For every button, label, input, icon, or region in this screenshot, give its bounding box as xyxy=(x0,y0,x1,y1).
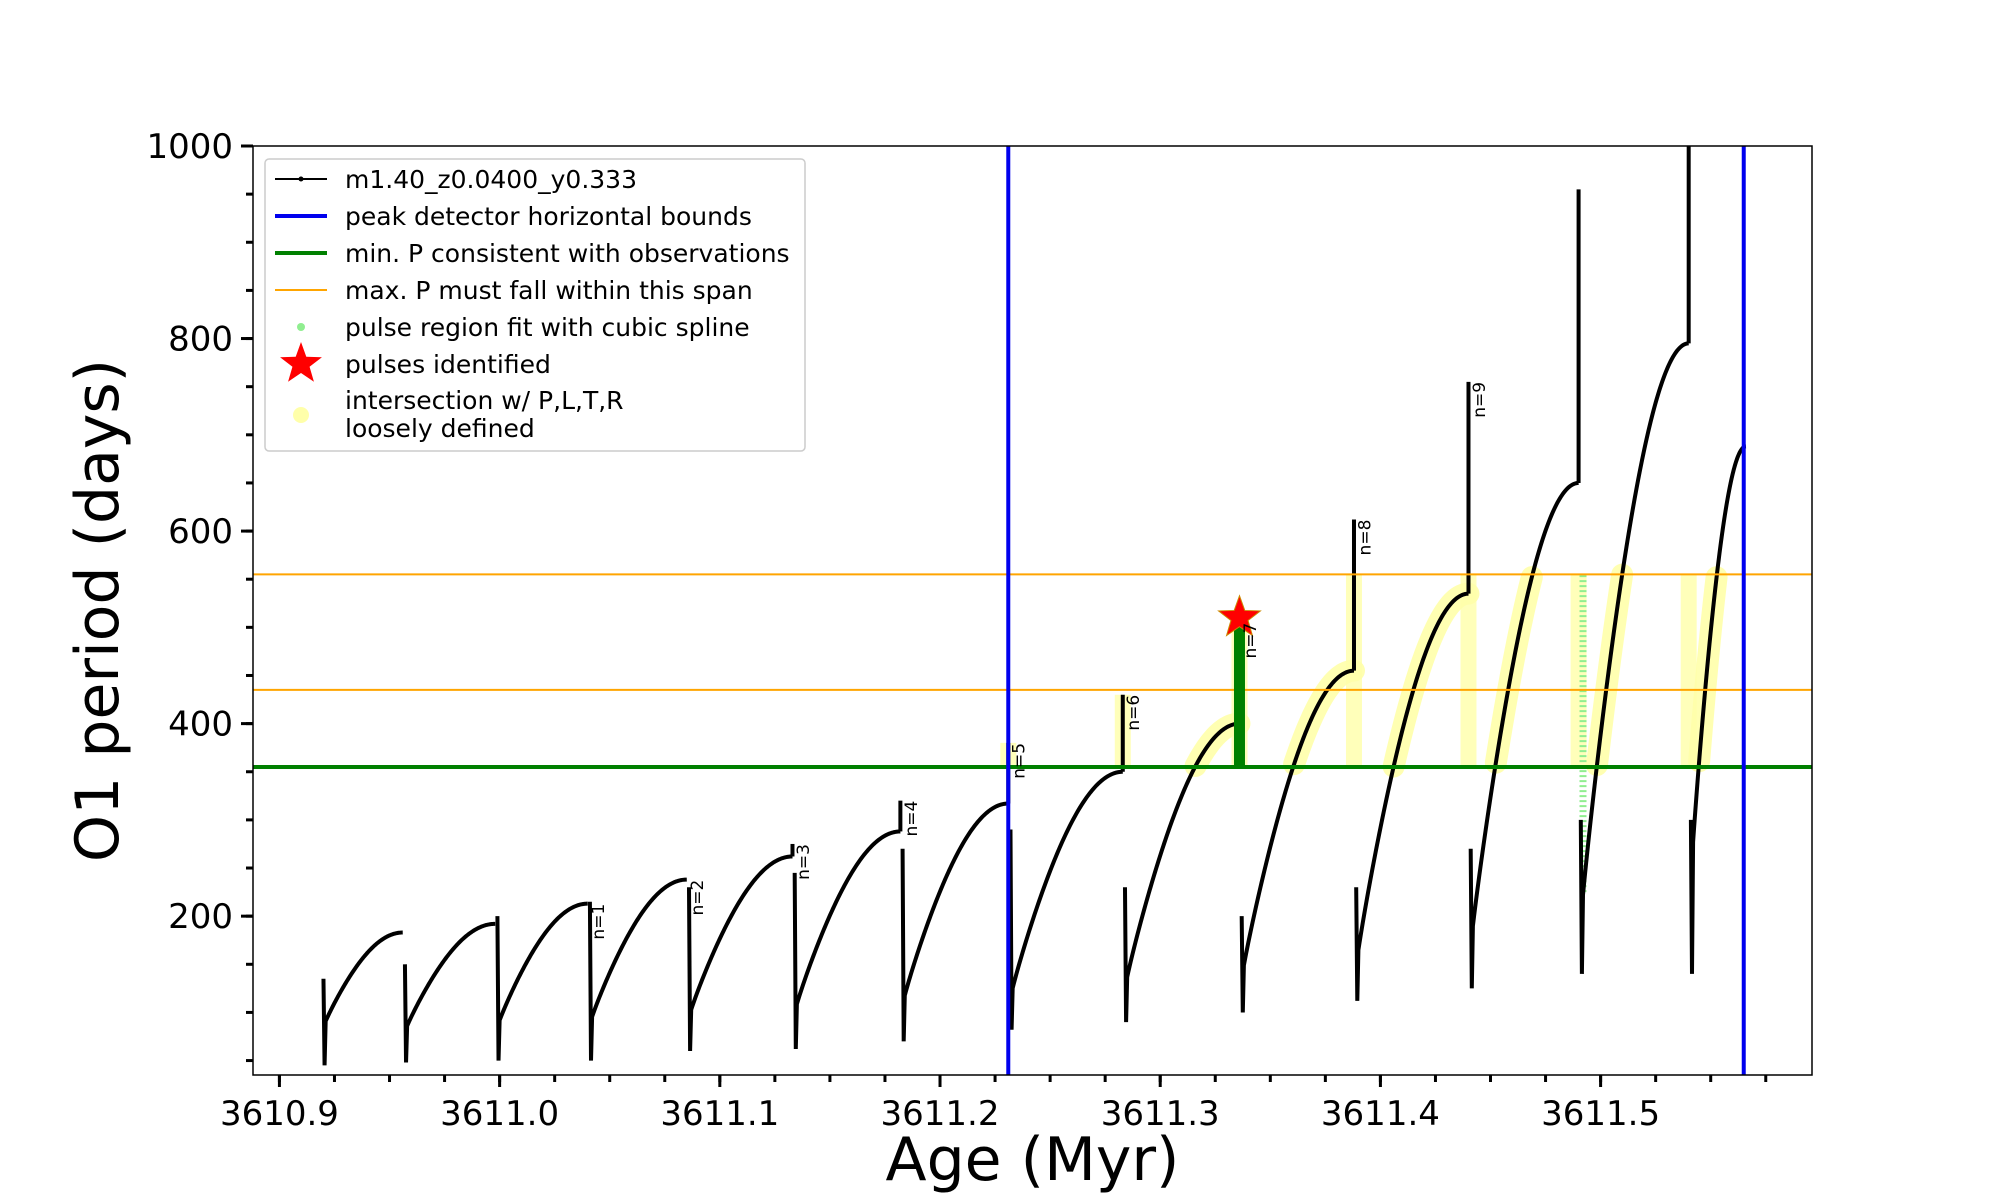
y-tick-label-0: 200 xyxy=(168,897,233,937)
legend-label-2: min. P consistent with observations xyxy=(345,239,790,268)
x-tick-label-5: 3611.4 xyxy=(1321,1094,1440,1134)
y-axis-title: O1 period (days) xyxy=(63,359,133,862)
x-tick-label-6: 3611.5 xyxy=(1541,1094,1660,1134)
intersection-band-11 xyxy=(1382,582,1480,778)
plot-layer: n=1 n=2 n=3 n=4 n=5 n=6 n=7 n=8 n=9 xyxy=(253,146,1812,1075)
x-tick-label-2: 3611.1 xyxy=(660,1094,779,1134)
legend-label-5: pulses identified xyxy=(345,350,551,379)
pulse-label-n8: n=8 xyxy=(1355,520,1375,556)
series-pulse-5 xyxy=(686,854,793,1051)
pulse-identified-star-1 xyxy=(1217,594,1262,637)
pulse-label-n2: n=2 xyxy=(688,880,708,916)
legend-label-6-0: intersection w/ P,L,T,R xyxy=(345,386,624,415)
legend-marker-dot-0 xyxy=(298,176,304,182)
pulse-label-n4: n=4 xyxy=(902,801,922,837)
x-tick-label-0: 3610.9 xyxy=(220,1094,339,1134)
legend-box xyxy=(264,158,806,452)
series-pulse-10 xyxy=(1239,668,1355,1013)
series-pulse-12 xyxy=(1468,480,1579,989)
series-pulse-13 xyxy=(1578,341,1689,974)
y-tick-label-3: 800 xyxy=(168,320,233,360)
series-pulse-11 xyxy=(1354,591,1469,1001)
series-pulse-6 xyxy=(792,829,901,1050)
series-pulse-2 xyxy=(402,921,496,1063)
intersection-band-10 xyxy=(1283,659,1365,776)
y-tick-label-2: 600 xyxy=(168,512,233,552)
series-pulse-3 xyxy=(495,901,588,1061)
axes-layer: 3610.9 3611.0 3611.1 3611.2 3611.3 3611.4 3611… xyxy=(63,127,1813,1195)
legend-marker-6 xyxy=(293,407,309,423)
pulse-label-n7: n=7 xyxy=(1241,623,1261,659)
series-pulse-9 xyxy=(1122,721,1240,1023)
x-tick-label-4: 3611.3 xyxy=(1101,1094,1220,1134)
series-pulse-14 xyxy=(1688,444,1747,974)
plot-frame xyxy=(252,145,1813,1076)
series-pulse-8 xyxy=(1008,769,1123,1030)
legend-label-4: pulse region fit with cubic spline xyxy=(345,313,750,342)
x-tick-label-3: 3611.2 xyxy=(881,1094,1000,1134)
x-tick-label-1: 3611.0 xyxy=(440,1094,559,1134)
pulse-label-n1: n=1 xyxy=(589,904,609,940)
pulse-label-n9: n=9 xyxy=(1470,382,1490,418)
x-axis-title: Age (Myr) xyxy=(886,1125,1180,1195)
pulse-label-n3: n=3 xyxy=(794,844,814,880)
legend-marker-5 xyxy=(280,342,322,382)
series-pulse-1 xyxy=(321,930,403,1066)
series-pulse-4 xyxy=(587,877,687,1061)
pulse-label-n6: n=6 xyxy=(1124,695,1144,731)
legend-label-0: m1.40_z0.0400_y0.333 xyxy=(345,165,637,194)
y-tick-label-4: 1000 xyxy=(146,127,233,167)
y-tick-label-1: 400 xyxy=(168,705,233,745)
legend-label-1: peak detector horizontal bounds xyxy=(345,202,752,231)
pulse-label-n5: n=5 xyxy=(1010,743,1030,779)
legend-label-3: max. P must fall within this span xyxy=(345,276,753,305)
legend-label-6-1: loosely defined xyxy=(345,414,535,443)
legend-marker-4 xyxy=(297,323,305,331)
series-pulse-7 xyxy=(900,801,1009,1042)
